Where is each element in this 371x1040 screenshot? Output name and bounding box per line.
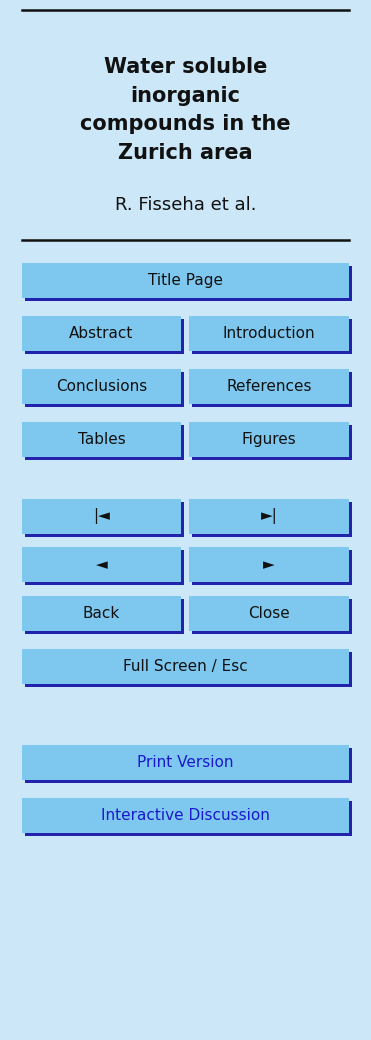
Text: R. Fisseha et al.: R. Fisseha et al. (115, 196, 256, 214)
FancyBboxPatch shape (25, 801, 352, 836)
Text: References: References (226, 379, 312, 394)
Text: Interactive Discussion: Interactive Discussion (101, 808, 270, 823)
Text: Tables: Tables (78, 432, 125, 447)
FancyBboxPatch shape (192, 599, 352, 634)
FancyBboxPatch shape (189, 316, 349, 350)
FancyBboxPatch shape (25, 372, 184, 407)
FancyBboxPatch shape (192, 372, 352, 407)
FancyBboxPatch shape (22, 316, 181, 350)
Text: Back: Back (83, 606, 120, 621)
FancyBboxPatch shape (25, 425, 184, 460)
Text: Title Page: Title Page (148, 272, 223, 288)
FancyBboxPatch shape (192, 502, 352, 537)
FancyBboxPatch shape (192, 425, 352, 460)
Text: Abstract: Abstract (69, 326, 134, 341)
Text: Water soluble
inorganic
compounds in the
Zurich area: Water soluble inorganic compounds in the… (80, 57, 291, 163)
FancyBboxPatch shape (22, 263, 349, 298)
FancyBboxPatch shape (189, 369, 349, 404)
FancyBboxPatch shape (25, 319, 184, 354)
Text: ►: ► (263, 557, 275, 572)
Text: Introduction: Introduction (223, 326, 315, 341)
Text: Full Screen / Esc: Full Screen / Esc (123, 659, 248, 674)
FancyBboxPatch shape (189, 499, 349, 534)
FancyBboxPatch shape (25, 502, 184, 537)
FancyBboxPatch shape (25, 652, 352, 687)
FancyBboxPatch shape (25, 550, 184, 584)
FancyBboxPatch shape (189, 547, 349, 582)
FancyBboxPatch shape (189, 596, 349, 631)
Text: |◄: |◄ (93, 509, 110, 524)
FancyBboxPatch shape (22, 547, 181, 582)
Text: Print Version: Print Version (137, 755, 234, 770)
FancyBboxPatch shape (22, 369, 181, 404)
Text: Close: Close (248, 606, 290, 621)
FancyBboxPatch shape (22, 499, 181, 534)
FancyBboxPatch shape (22, 596, 181, 631)
Text: Conclusions: Conclusions (56, 379, 147, 394)
FancyBboxPatch shape (192, 550, 352, 584)
Text: ►|: ►| (260, 509, 278, 524)
FancyBboxPatch shape (22, 745, 349, 780)
FancyBboxPatch shape (189, 422, 349, 457)
FancyBboxPatch shape (25, 748, 352, 783)
FancyBboxPatch shape (192, 319, 352, 354)
FancyBboxPatch shape (25, 599, 184, 634)
FancyBboxPatch shape (22, 422, 181, 457)
FancyBboxPatch shape (22, 798, 349, 833)
Text: Figures: Figures (242, 432, 296, 447)
FancyBboxPatch shape (25, 266, 352, 301)
Text: ◄: ◄ (96, 557, 107, 572)
FancyBboxPatch shape (22, 649, 349, 684)
